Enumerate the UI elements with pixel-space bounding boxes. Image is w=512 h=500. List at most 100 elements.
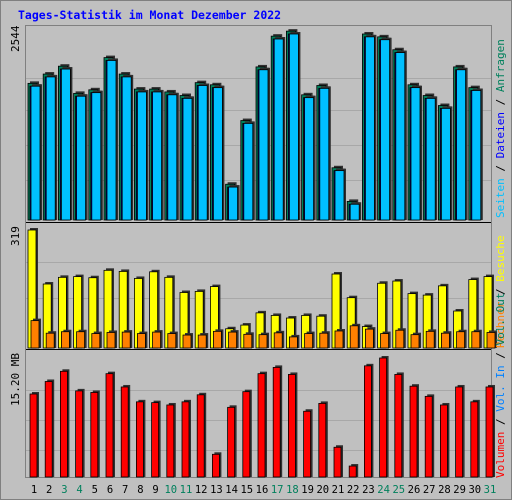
requests-bar-21-seiten-face <box>334 170 345 221</box>
hosts-bar-21-face <box>334 330 344 349</box>
hosts-bar-24-face <box>380 333 390 349</box>
requests-bar-28-seiten <box>440 106 453 221</box>
volume-bar-24-face <box>379 357 388 478</box>
volume-bar-31-face <box>485 386 494 478</box>
requests-bar-7-seiten-face <box>121 76 132 221</box>
requests-bar-22-seiten <box>349 202 362 221</box>
volume-bar-1-face <box>29 393 38 478</box>
top-legend-separator-1: / <box>494 158 507 178</box>
requests-bar-17-seiten-face <box>273 38 284 221</box>
volume-bar-18 <box>287 372 298 478</box>
requests-bar-16-seiten-face <box>258 69 269 221</box>
day-label-12: 12 <box>195 484 208 496</box>
requests-bar-14-seiten-face <box>228 186 239 221</box>
requests-bar-4-seiten-face <box>76 95 86 221</box>
volume-bar-3-face <box>60 370 68 478</box>
day-label-17: 17 <box>271 484 284 496</box>
requests-bar-5-seiten <box>91 90 103 221</box>
requests-bar-15-seiten-face <box>243 123 254 221</box>
requests-bar-13-seiten <box>212 85 225 221</box>
volume-bar-16 <box>257 371 267 478</box>
hosts-bar-21 <box>334 328 345 349</box>
requests-bar-29-seiten <box>456 67 468 221</box>
hosts-bar-5 <box>91 331 102 349</box>
hosts-bar-27 <box>425 329 437 349</box>
volume-bar-14-face <box>227 406 236 478</box>
volume-bar-1 <box>29 392 39 478</box>
requests-bar-5-seiten-face <box>91 92 102 221</box>
hosts-bar-1-face <box>30 320 40 349</box>
day-label-24: 24 <box>377 484 390 496</box>
bottom-legend-item-1: Volumen <box>494 432 507 478</box>
x-axis-day-labels: 1 2 3 4 5 6 7 8 9 10 11 12 13 14 15 16 17 18 19 20 21 22 23 24 2… <box>31 484 496 496</box>
hosts-bar-13-face <box>212 330 222 349</box>
volume-bar-21 <box>333 445 343 478</box>
hosts-bar-11 <box>182 333 193 349</box>
hosts-bar-17-face <box>273 332 283 349</box>
volume-bar-6 <box>105 371 115 478</box>
middle-legend-separator-1: / <box>494 282 507 302</box>
volume-bar-11 <box>181 399 191 478</box>
requests-bar-27-seiten-face <box>425 97 436 221</box>
volume-bar-4-face <box>75 390 83 478</box>
hosts-bar-31 <box>486 330 497 349</box>
volume-bar-30 <box>470 399 480 478</box>
requests-bar-12-seiten <box>197 83 210 221</box>
requests-bar-19-seiten-face <box>304 97 315 221</box>
day-label-5: 5 <box>92 484 98 496</box>
requests-bar-9-seiten <box>152 89 164 221</box>
volume-bar-15 <box>242 389 252 478</box>
requests-bar-18-seiten <box>288 31 301 221</box>
day-label-23: 23 <box>362 484 375 496</box>
volume-bar-10 <box>166 402 176 478</box>
requests-bar-28-seiten-face <box>440 107 451 221</box>
volume-bar-9-face <box>151 402 160 478</box>
day-label-22: 22 <box>347 484 360 496</box>
volume-bar-19 <box>303 409 313 478</box>
hosts-bar-7-face <box>121 331 131 349</box>
volume-bar-7-face <box>120 386 129 478</box>
volume-bar-10-face <box>166 404 175 478</box>
requests-bar-23-seiten <box>364 34 377 221</box>
top-legend-item-2: Dateien <box>494 112 507 158</box>
volume-bar-13-face <box>211 453 220 478</box>
hosts-bar-19-face <box>304 333 314 349</box>
volume-bar-7 <box>120 384 131 478</box>
middle-panel-legend: Rechner / Besuche <box>494 235 507 348</box>
hosts-bar-7 <box>121 330 133 349</box>
volume-bar-22 <box>348 464 359 478</box>
day-label-7: 7 <box>122 484 128 496</box>
requests-bar-17-seiten <box>273 37 286 221</box>
volume-bar-9 <box>151 400 161 478</box>
hosts-bar-9-face <box>152 331 162 349</box>
day-label-27: 27 <box>423 484 436 496</box>
middle-legend: Rechner / Besuche <box>494 235 507 348</box>
volume-bar-18-face <box>287 374 296 478</box>
requests-bar-8-seiten <box>136 89 149 221</box>
hosts-bar-10 <box>167 331 178 349</box>
requests-bar-3-seiten <box>61 67 73 221</box>
volume-bar-22-face <box>348 465 357 478</box>
volume-bar-19-face <box>303 410 312 478</box>
day-label-2: 2 <box>46 484 52 496</box>
requests-bar-2-seiten <box>45 74 58 221</box>
requests-bar-23-seiten-face <box>364 36 375 221</box>
requests-bar-10-seiten <box>167 92 179 221</box>
hosts-bar-22 <box>349 323 361 349</box>
volume-bar-28 <box>439 402 450 478</box>
day-label-4: 4 <box>76 484 82 496</box>
hosts-bar-19 <box>304 331 315 349</box>
top-panel-max-label: 2544 <box>9 25 22 52</box>
volume-bar-29-face <box>455 386 464 478</box>
requests-bar-6-seiten <box>106 58 118 221</box>
day-label-21: 21 <box>332 484 345 496</box>
plot-area-border <box>25 25 492 478</box>
hosts-bar-31-face <box>486 332 496 349</box>
requests-bar-29-seiten-face <box>456 69 467 221</box>
middle-panel-bars <box>27 228 497 349</box>
requests-bar-11-seiten-face <box>182 97 193 221</box>
volume-bar-27-face <box>424 395 433 478</box>
hosts-bar-24 <box>380 331 391 349</box>
requests-bar-16-seiten <box>258 67 270 221</box>
